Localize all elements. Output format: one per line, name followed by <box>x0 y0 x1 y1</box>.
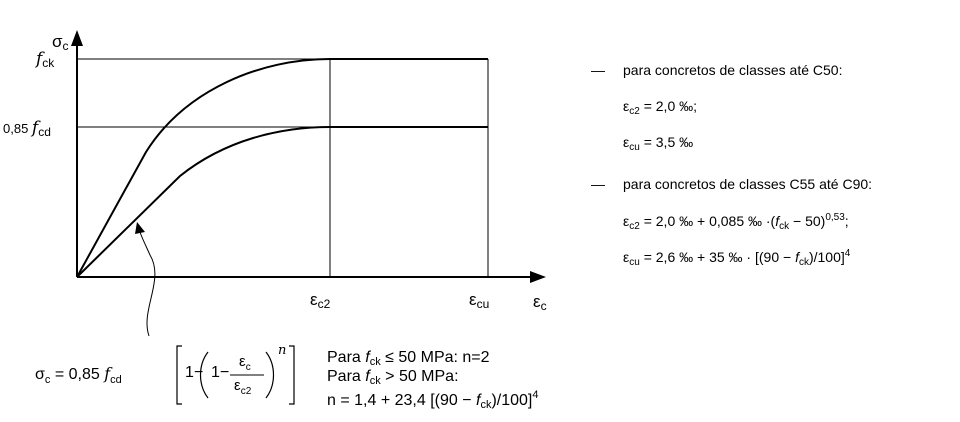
group1-ec2: εc2 = 2,0 ‰; <box>623 98 698 117</box>
formula-right-paren <box>265 351 275 399</box>
formula-minus-2: − <box>220 364 230 381</box>
group2-ecu: εcu = 2,6 ‰ + 35 ‰ · [(90 − fck)/100]4 <box>623 248 851 268</box>
formula-pointer <box>139 231 156 337</box>
group2-ec2: εc2 = 2,0 ‰ + 0,085 ‰ ·(fck − 50)0,53; <box>623 212 849 232</box>
y-axis-arrow <box>71 30 83 46</box>
x-axis-label: εc <box>533 292 547 313</box>
group2-bullet: — <box>591 176 605 192</box>
formula-frac-denominator: εc2 <box>234 377 252 397</box>
x-axis-arrow <box>530 271 546 283</box>
condition-line-3: n = 1,4 + 23,4 [(90 − fck)/100]4 <box>327 389 539 411</box>
formula-frac-numerator: εc <box>239 353 251 373</box>
ec2-label: εc2 <box>310 290 331 311</box>
formula-pointer-arrowhead <box>135 222 145 234</box>
group1-bullet: — <box>591 62 605 78</box>
formula-right-bracket <box>289 345 295 405</box>
formula-exponent-n: n <box>278 343 287 358</box>
formula-one: 1 <box>185 364 194 381</box>
fcd-label: 0,85 fcd <box>3 118 51 139</box>
group1-ecu: εcu = 3,5 ‰ <box>623 134 694 153</box>
condition-line-1: Para fck ≤ 50 MPa: n=2 <box>327 349 490 368</box>
fcd-curve <box>76 126 488 278</box>
formula-lhs: σc = 0,85 fcd <box>35 364 122 387</box>
group2-title: para concretos de classes C55 até C90: <box>623 176 873 192</box>
group1-title: para concretos de classes até C50: <box>623 62 843 78</box>
condition-line-2: Para fck > 50 MPa: <box>327 368 459 387</box>
formula-left-bracket <box>176 345 182 405</box>
y-axis-label: σc <box>52 32 69 53</box>
formula-one-inner: 1 <box>211 364 220 381</box>
formula-left-paren <box>199 351 209 399</box>
formula-minus-1: − <box>194 364 204 381</box>
ecu-label: εcu <box>469 290 490 311</box>
fck-curve <box>76 58 488 278</box>
fck-label: fck <box>36 49 55 70</box>
